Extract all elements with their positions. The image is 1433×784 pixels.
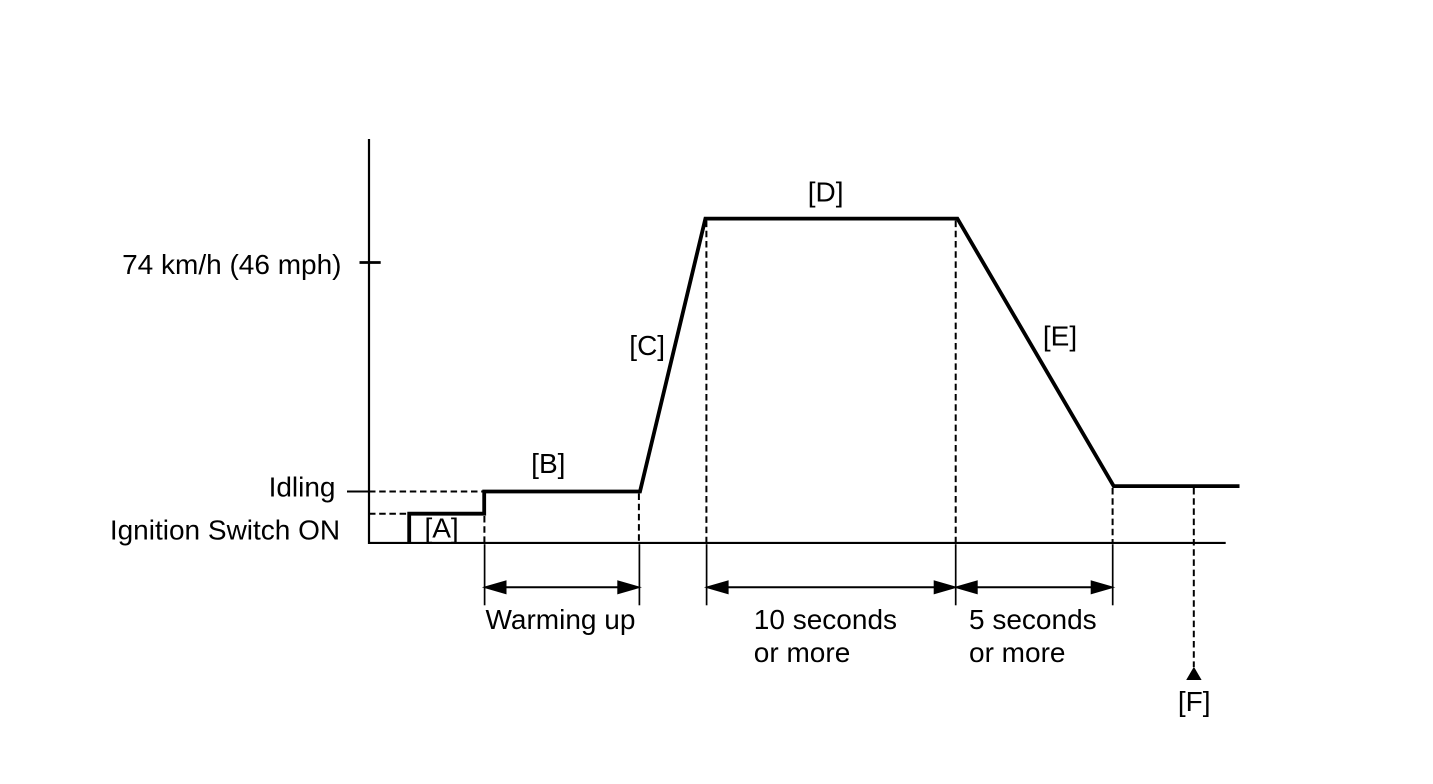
svg-text:[B]: [B] xyxy=(531,448,565,479)
svg-text:5 seconds: 5 seconds xyxy=(969,604,1097,635)
svg-text:[E]: [E] xyxy=(1043,320,1077,351)
svg-text:[D]: [D] xyxy=(808,177,844,208)
svg-text:or more: or more xyxy=(969,637,1065,668)
svg-text:or more: or more xyxy=(754,637,850,668)
svg-text:10 seconds: 10 seconds xyxy=(754,604,897,635)
svg-text:[F]: [F] xyxy=(1178,686,1211,717)
svg-text:[C]: [C] xyxy=(629,330,665,361)
svg-text:Warming up: Warming up xyxy=(486,604,636,635)
svg-text:Idling: Idling xyxy=(269,472,336,503)
svg-text:[A]: [A] xyxy=(424,512,458,543)
svg-text:74 km/h (46 mph): 74 km/h (46 mph) xyxy=(122,249,341,280)
svg-text:Ignition Switch ON: Ignition Switch ON xyxy=(110,515,340,546)
